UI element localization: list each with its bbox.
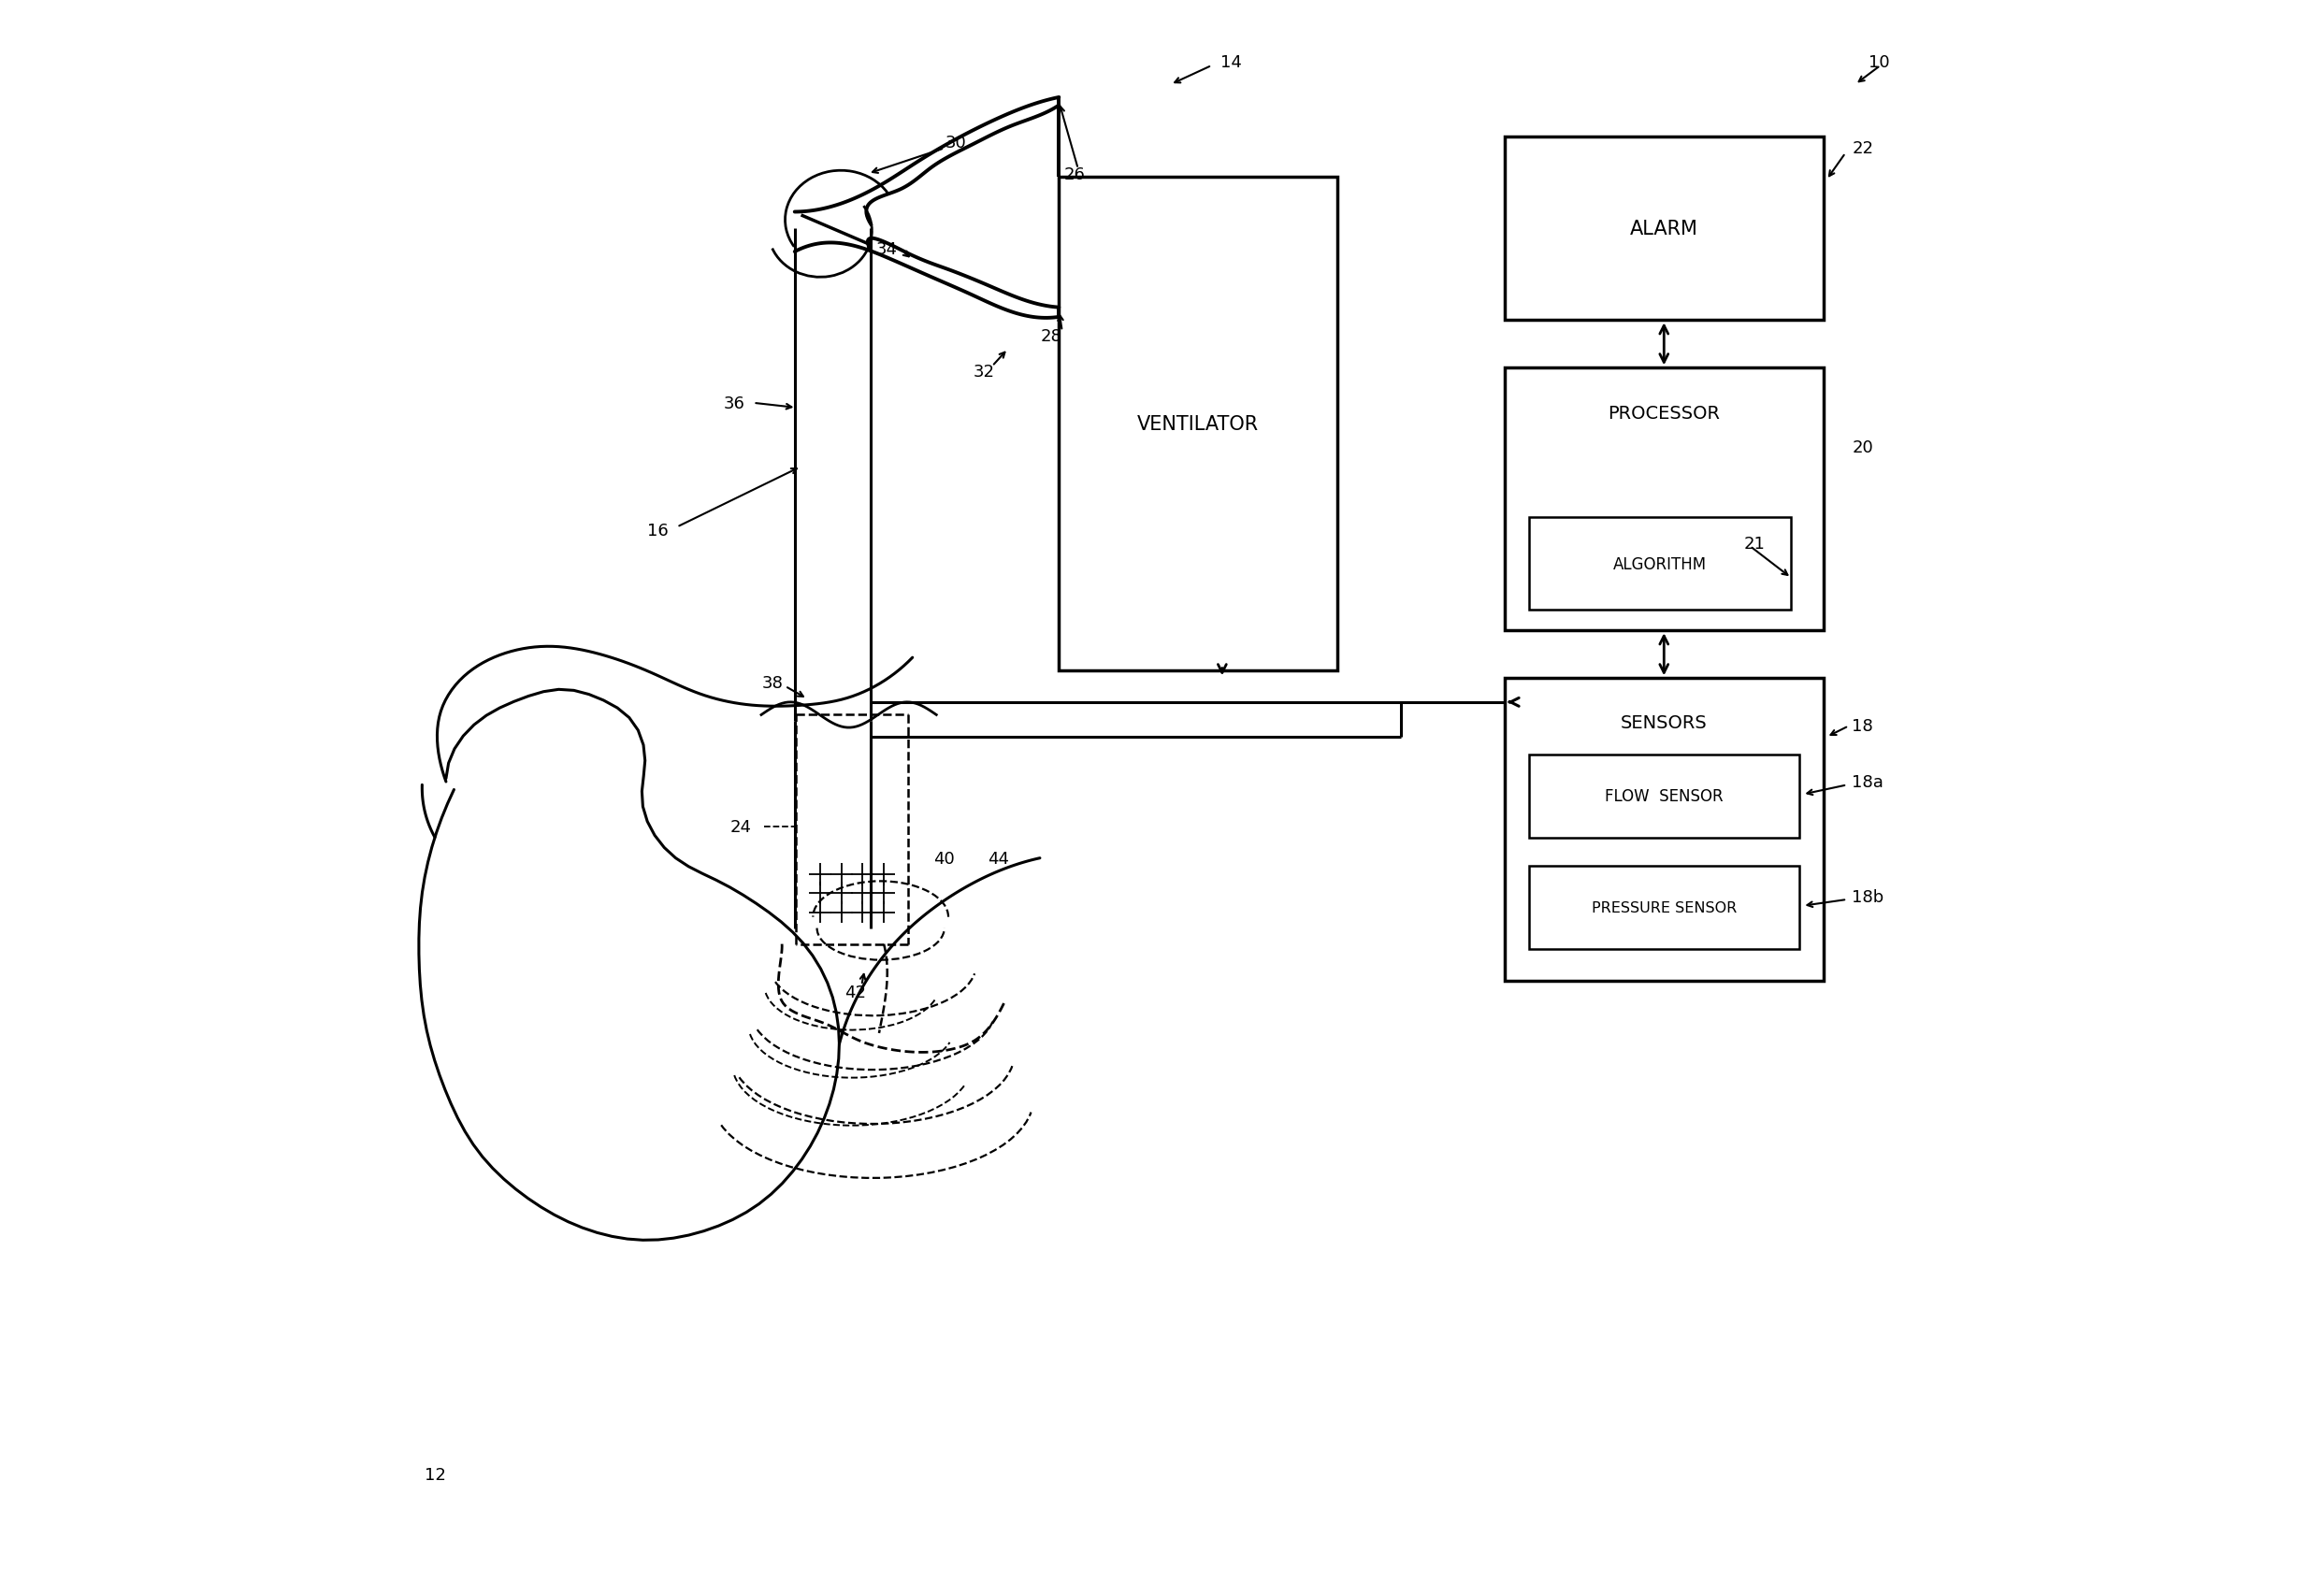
- Text: 30: 30: [944, 134, 965, 152]
- Text: 40: 40: [933, 851, 956, 867]
- Text: 12: 12: [425, 1465, 446, 1483]
- Text: 18b: 18b: [1852, 889, 1884, 905]
- Bar: [1529, 755, 1799, 838]
- Bar: [1505, 678, 1824, 982]
- Bar: [1529, 519, 1792, 610]
- Text: 36: 36: [723, 396, 746, 412]
- Text: SENSORS: SENSORS: [1621, 715, 1706, 733]
- Text: 18a: 18a: [1852, 774, 1884, 790]
- Bar: [1505, 137, 1824, 321]
- Text: 44: 44: [988, 851, 1009, 867]
- Text: 26: 26: [1064, 166, 1085, 184]
- Text: 28: 28: [1041, 329, 1062, 345]
- Text: FLOW  SENSOR: FLOW SENSOR: [1605, 788, 1723, 804]
- Text: 42: 42: [845, 983, 866, 1001]
- Text: 32: 32: [974, 364, 995, 380]
- Text: 34: 34: [877, 241, 898, 257]
- Text: 14: 14: [1219, 54, 1242, 72]
- Text: 18: 18: [1852, 718, 1873, 734]
- Bar: [1505, 369, 1824, 630]
- Text: 16: 16: [647, 522, 667, 539]
- Text: 22: 22: [1852, 140, 1873, 158]
- Text: ALGORITHM: ALGORITHM: [1614, 555, 1706, 573]
- Text: VENTILATOR: VENTILATOR: [1138, 415, 1258, 434]
- Text: 38: 38: [762, 675, 783, 693]
- Text: PROCESSOR: PROCESSOR: [1607, 404, 1720, 421]
- Text: PRESSURE SENSOR: PRESSURE SENSOR: [1591, 900, 1736, 915]
- Text: 24: 24: [730, 819, 750, 835]
- Text: 20: 20: [1852, 439, 1873, 456]
- Bar: [1529, 867, 1799, 950]
- Text: ALARM: ALARM: [1630, 220, 1697, 239]
- Text: 10: 10: [1868, 54, 1889, 72]
- Bar: [1060, 177, 1337, 670]
- Text: 21: 21: [1743, 535, 1764, 552]
